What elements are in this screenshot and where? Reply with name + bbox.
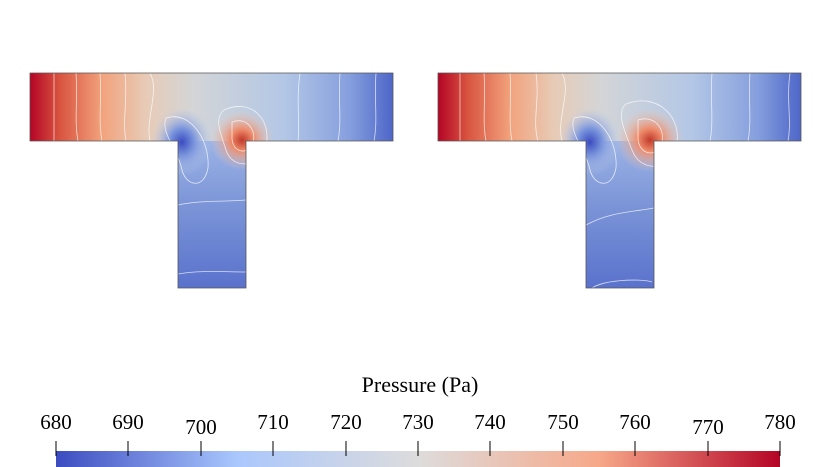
right-t-junction	[438, 73, 801, 288]
colorbar-tick-label: 720	[330, 410, 362, 434]
colorbar-tick-label: 730	[402, 410, 434, 434]
colorbar-tick-label: 680	[40, 410, 72, 434]
colorbar-tick-label: 750	[547, 410, 579, 434]
colorbar-ticks	[55, 441, 781, 456]
colorbar-title: Pressure (Pa)	[361, 372, 479, 397]
colorbar-tick-label: 740	[474, 410, 506, 434]
colorbar-tick-label: 690	[112, 410, 144, 434]
left-t-outline	[29, 72, 394, 289]
colorbar-tick-label: 760	[619, 410, 651, 434]
colorbar-tick-label: 780	[764, 410, 796, 434]
colorbar-tick-label: 710	[257, 410, 289, 434]
right-t-outline	[437, 72, 802, 289]
colorbar-tick-label: 770	[692, 415, 724, 439]
colorbar-gradient	[56, 451, 780, 467]
colorbar-tick-label: 700	[185, 415, 217, 439]
left-t-junction	[30, 73, 393, 288]
